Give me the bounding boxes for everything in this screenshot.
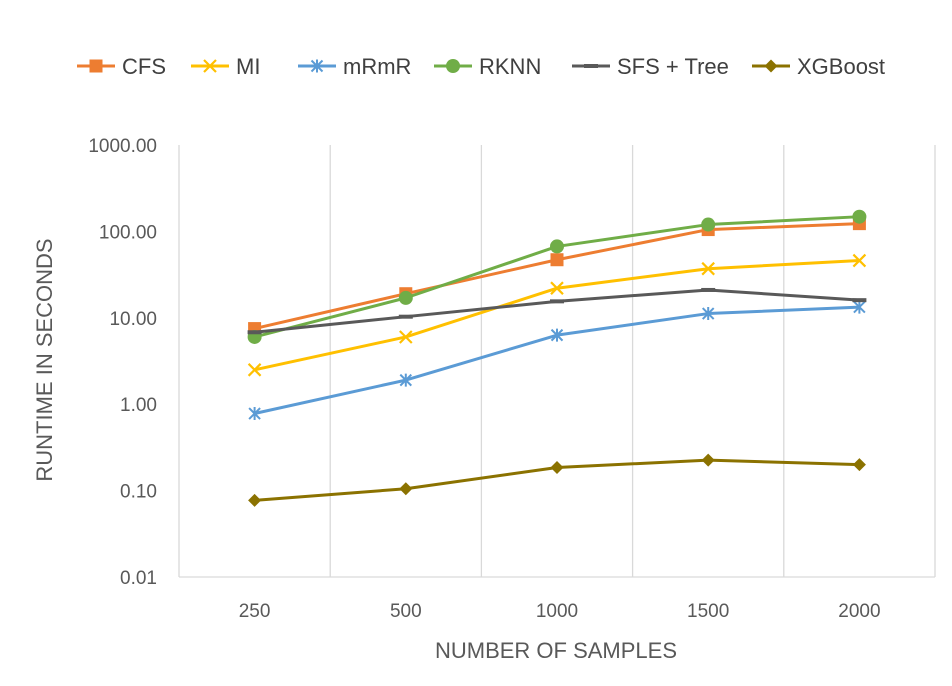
- y-axis-title: RUNTIME IN SECONDS: [32, 238, 57, 481]
- legend-marker: [584, 64, 598, 68]
- data-point-mi: [550, 281, 564, 295]
- data-point-mi: [247, 363, 262, 377]
- data-point-xgboost: [550, 461, 564, 475]
- data-point-rknn: [852, 209, 867, 224]
- x-tick-label: 1500: [687, 601, 729, 622]
- legend-label: RKNN: [479, 54, 541, 79]
- y-tick-label: 10.00: [109, 309, 157, 330]
- y-tick-label: 1000.00: [88, 136, 157, 157]
- data-point-xgboost: [701, 453, 715, 467]
- legend-item-mi: MI: [191, 54, 260, 79]
- legend-label: SFS + Tree: [617, 54, 729, 79]
- data-point-sfs-tree: [247, 330, 262, 335]
- y-tick-label: 0.01: [120, 568, 157, 589]
- series-line-mi: [254, 259, 860, 372]
- axes: [178, 145, 935, 578]
- data-point-cfs: [550, 253, 564, 267]
- data-point-mi: [852, 253, 867, 268]
- series-mi: [247, 253, 867, 377]
- x-tick-label: 2000: [838, 601, 880, 622]
- legend-label: XGBoost: [797, 54, 885, 79]
- data-point-rknn: [398, 290, 413, 305]
- data-point-sfs-tree: [398, 314, 413, 319]
- data-point-sfs-tree: [701, 287, 716, 292]
- legend-marker: [89, 59, 103, 73]
- y-tick-label: 0.10: [120, 482, 157, 503]
- x-tick-label: 250: [239, 601, 271, 622]
- data-point-mrmr: [248, 407, 261, 421]
- series-rknn: [247, 209, 867, 344]
- data-point-xgboost: [399, 482, 413, 496]
- legend-marker: [310, 59, 324, 73]
- legend-item-mrmr: mRmR: [298, 54, 411, 79]
- y-tick-label: 1.00: [120, 395, 157, 416]
- series-cfs: [248, 217, 866, 336]
- data-point-mrmr: [701, 307, 715, 321]
- data-point-mrmr: [853, 300, 866, 314]
- legend-item-rknn: RKNN: [434, 54, 541, 79]
- series-line-rknn: [254, 215, 860, 339]
- series-sfs-tree: [247, 287, 867, 335]
- data-point-xgboost: [248, 493, 262, 507]
- series-xgboost: [248, 453, 866, 507]
- legend-label: mRmR: [343, 54, 411, 79]
- x-tick-label: 1000: [536, 601, 578, 622]
- series-layer: [247, 209, 867, 507]
- legend-marker: [446, 59, 460, 73]
- data-point-mrmr: [399, 373, 413, 387]
- legend-marker: [764, 59, 778, 73]
- data-point-rknn: [701, 217, 716, 232]
- legend-item-xgboost: XGBoost: [752, 54, 885, 79]
- legend-marker: [203, 59, 217, 73]
- x-tick-label: 500: [390, 601, 422, 622]
- data-point-mrmr: [550, 328, 564, 342]
- series-mrmr: [248, 300, 866, 421]
- data-point-xgboost: [852, 458, 866, 472]
- legend: CFS MI mRmR RKNN SFS + Tree XGBoost: [77, 54, 885, 79]
- y-tick-label: 100.00: [99, 222, 157, 243]
- data-point-sfs-tree: [550, 299, 564, 304]
- data-point-sfs-tree: [852, 298, 867, 303]
- data-point-rknn: [550, 239, 564, 254]
- data-point-mi: [701, 261, 715, 276]
- data-point-mi: [399, 330, 413, 344]
- gridlines: [329, 145, 936, 577]
- legend-item-cfs: CFS: [77, 54, 166, 79]
- legend-label: CFS: [122, 54, 166, 79]
- tick-labels: 1000.00 100.00 10.00 1.00 0.10 0.01 250 500 1000…: [88, 136, 880, 622]
- legend-item-sfs-tree: SFS + Tree: [572, 54, 729, 79]
- legend-label: MI: [236, 54, 260, 79]
- x-axis-title: NUMBER OF SAMPLES: [435, 638, 677, 663]
